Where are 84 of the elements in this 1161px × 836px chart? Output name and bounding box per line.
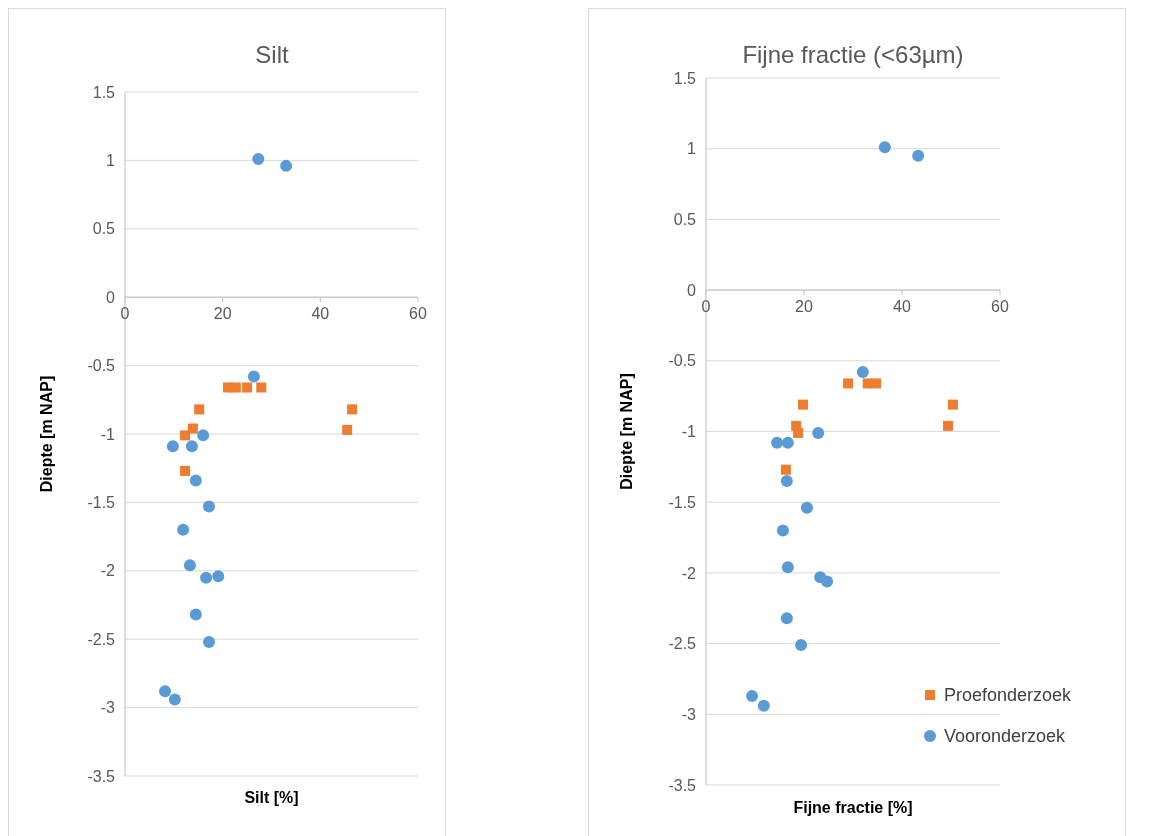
- legend-label: Proefonderzoek: [944, 685, 1073, 706]
- point: [177, 523, 190, 536]
- point: [247, 370, 260, 383]
- point: [795, 639, 808, 652]
- point: [252, 153, 265, 166]
- y-tick-label: -2: [681, 564, 697, 582]
- x-tick-label: 0: [701, 298, 711, 316]
- y-tick-label: 0.5: [673, 211, 697, 228]
- point: [166, 440, 179, 453]
- point: [821, 575, 834, 588]
- y-tick-label: -2.5: [87, 630, 116, 648]
- x-tick-label: 0: [120, 305, 130, 323]
- x-tick-label: 40: [311, 305, 330, 323]
- point: [757, 699, 770, 712]
- point: [780, 474, 793, 487]
- x-tick-label: 20: [795, 298, 813, 316]
- chart-title: Silt: [255, 41, 289, 68]
- y-axis-title: Diepte [m NAP]: [38, 375, 55, 493]
- legend-label: Vooronderzoek: [944, 726, 1067, 747]
- x-tick-label: 60: [409, 305, 427, 323]
- y-tick-label: -2.5: [668, 635, 697, 653]
- x-tick-label: 20: [213, 305, 232, 323]
- point: [202, 635, 215, 648]
- point: [194, 404, 205, 415]
- point: [776, 524, 789, 537]
- x-axis-title: Fijne fractie [%]: [793, 799, 913, 816]
- x-axis-title: Silt [%]: [244, 789, 299, 806]
- point: [943, 420, 954, 431]
- y-tick-label: 0.5: [92, 220, 116, 238]
- y-tick-label: 1: [106, 152, 116, 169]
- point: [871, 378, 882, 389]
- point: [347, 404, 358, 415]
- point: [793, 427, 804, 438]
- point: [878, 141, 891, 154]
- point: [185, 440, 198, 453]
- y-tick-label: -1: [681, 423, 697, 441]
- y-tick-label: -3: [100, 699, 116, 717]
- x-tick-label: 60: [991, 298, 1009, 316]
- point: [197, 429, 210, 442]
- point: [856, 366, 869, 379]
- y-tick-label: -3.5: [668, 776, 697, 794]
- point: [183, 559, 196, 572]
- point: [256, 382, 267, 393]
- point: [200, 571, 213, 584]
- point: [780, 464, 791, 475]
- point: [912, 149, 925, 162]
- point: [746, 689, 759, 702]
- x-tick-label: 40: [893, 298, 911, 316]
- point: [947, 399, 958, 410]
- point: [800, 501, 813, 514]
- y-tick-label: -3: [681, 705, 697, 723]
- point: [180, 430, 191, 441]
- point: [187, 423, 198, 434]
- y-axis-title: Diepte [m NAP]: [618, 373, 635, 490]
- y-tick-label: 1: [687, 140, 697, 158]
- point: [342, 424, 353, 435]
- y-tick-label: -1: [100, 425, 116, 443]
- point: [812, 426, 825, 439]
- y-tick-label: -1.5: [668, 493, 697, 511]
- point: [242, 382, 253, 393]
- y-tick-label: -3.5: [87, 767, 116, 785]
- y-tick-label: -2: [100, 562, 116, 580]
- point: [189, 608, 202, 621]
- point: [168, 693, 181, 706]
- point: [212, 570, 225, 583]
- point: [798, 399, 809, 410]
- chart-title: Fijne fractie (<63µm): [742, 41, 964, 68]
- point: [230, 382, 241, 393]
- point: [843, 378, 854, 389]
- point: [180, 465, 191, 476]
- point: [159, 685, 172, 698]
- point: [202, 500, 215, 513]
- point: [781, 436, 794, 449]
- y-tick-label: -0.5: [668, 352, 697, 370]
- point: [280, 159, 293, 172]
- point: [771, 436, 784, 449]
- y-tick-label: 1.5: [92, 83, 116, 101]
- y-tick-label: 1.5: [673, 69, 697, 87]
- y-tick-label: -1.5: [87, 494, 116, 511]
- y-tick-label: 0: [687, 281, 697, 299]
- point: [189, 474, 202, 487]
- y-tick-label: -0.5: [87, 357, 116, 375]
- point: [781, 561, 794, 574]
- point: [780, 612, 793, 625]
